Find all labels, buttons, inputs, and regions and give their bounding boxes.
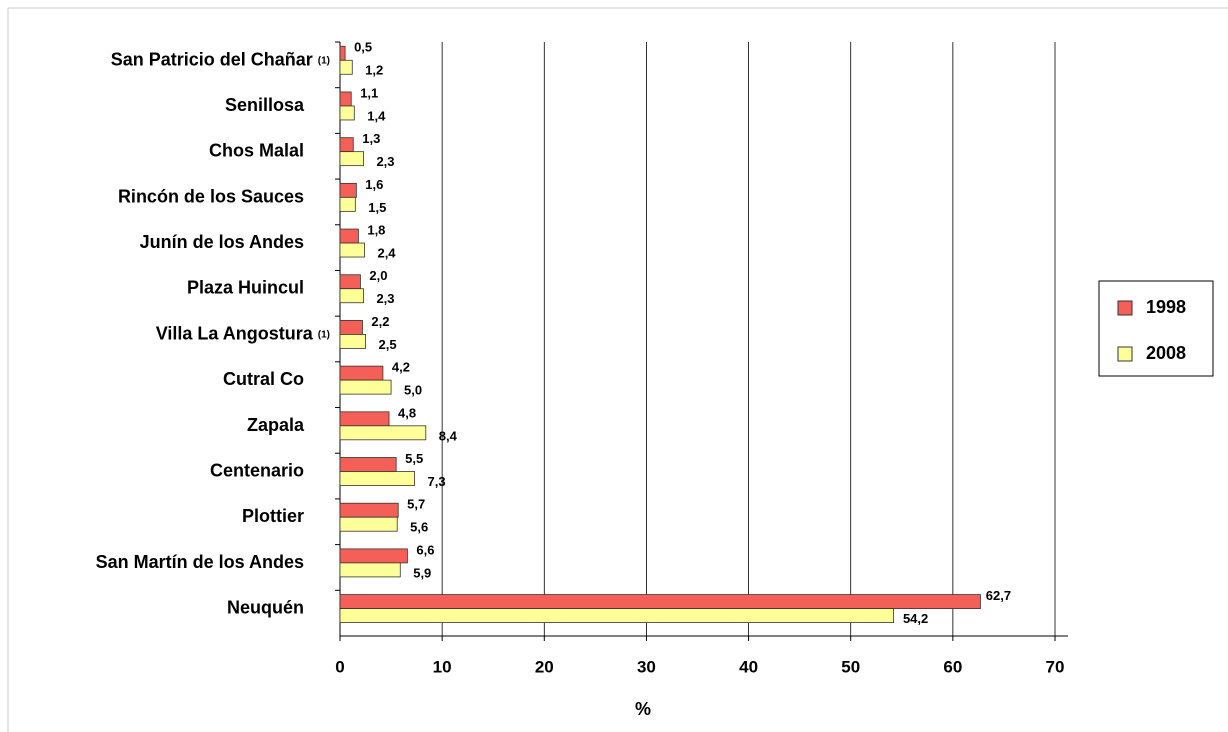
value-label: 1,1 [360,85,378,100]
value-label: 1,6 [365,177,383,192]
value-label: 0,5 [354,40,372,55]
x-tick-label: 0 [335,657,344,676]
x-tick-label: 70 [1046,657,1065,676]
value-label: 2,4 [377,245,396,260]
value-label: 1,2 [365,63,383,78]
value-label: 5,9 [413,565,431,580]
y-tick-label: Plaza Huincul [187,277,304,297]
category-name: Neuquén [227,597,304,617]
category-name: Senillosa [225,95,305,115]
value-label: 4,8 [398,405,416,420]
value-label: 4,2 [392,360,410,375]
y-tick-label: San Patricio del Chañar (1) [111,49,330,69]
y-tick-label: Rincón de los Sauces [118,186,304,206]
y-tick-label: San Martín de los Andes [96,552,304,572]
x-tick-label: 30 [637,657,656,676]
y-tick-label: Centenario [210,460,304,480]
bar [339,320,363,335]
value-label: 5,0 [404,383,422,398]
x-tick-label: 10 [433,657,452,676]
x-axis-label: % [635,699,651,719]
y-tick-label: Plottier [242,506,304,526]
value-label: 54,2 [903,611,928,626]
category-name: Plaza Huincul [187,277,304,297]
y-tick-label: Chos Malal [209,140,304,160]
bar [339,411,390,427]
y-tick-label: Senillosa [225,95,305,115]
bar [339,288,364,304]
value-label: 2,3 [376,154,394,169]
x-tick-label: 20 [535,657,554,676]
category-name: Plottier [242,506,304,526]
bar [339,608,895,623]
x-tick-label: 60 [943,657,962,676]
bar [339,242,365,258]
value-label: 5,5 [405,451,423,466]
category-name: Zapala [247,415,305,435]
value-label: 1,4 [367,108,386,123]
bar [339,105,355,121]
category-note: (1) [318,55,330,66]
category-name: Junín de los Andes [140,232,304,252]
category-name: Rincón de los Sauces [118,186,304,206]
y-tick-label: Junín de los Andes [140,232,304,252]
bar [339,548,408,564]
legend-label: 2008 [1146,343,1186,363]
value-label: 2,2 [371,314,389,329]
x-tick-label: 50 [841,657,860,676]
y-tick-label: Cutral Co [223,369,304,389]
legend-swatch [1117,346,1133,362]
bar [339,425,427,441]
bar [339,91,352,107]
value-label: 6,6 [416,542,434,557]
x-tick-label: 40 [739,657,758,676]
bar [339,516,398,532]
value-label: 5,6 [410,520,428,535]
bar [339,502,399,518]
value-label: 2,3 [376,291,394,306]
category-name: Centenario [210,460,304,480]
legend-swatch [1117,300,1133,316]
bar [339,196,356,212]
value-label: 1,5 [368,200,386,215]
value-label: 7,3 [428,474,446,489]
value-label: 62,7 [986,588,1011,603]
bar [339,228,359,244]
category-name: Villa La Angostura [156,323,314,343]
value-label: 5,7 [407,497,425,512]
bar [339,59,353,75]
bar [339,182,357,198]
category-name: San Patricio del Chañar [111,49,313,69]
bar [339,594,981,609]
bar [339,334,366,349]
y-tick-label: Neuquén [227,597,304,617]
bar [339,471,415,486]
value-label: 1,8 [367,222,385,237]
bar [339,365,384,381]
bar [339,151,364,167]
value-label: 8,4 [439,428,458,443]
bar [339,457,397,472]
category-name: Cutral Co [223,369,304,389]
value-label: 1,3 [362,131,380,146]
bar [339,274,361,290]
bar [339,379,392,395]
category-name: Chos Malal [209,140,304,160]
legend-label: 1998 [1146,297,1186,317]
value-label: 2,5 [378,337,396,352]
category-name: San Martín de los Andes [96,552,304,572]
y-tick-label: Zapala [247,415,305,435]
bar [339,562,401,578]
category-note: (1) [318,329,330,340]
bar [339,45,346,61]
y-tick-label: Villa La Angostura (1) [156,323,330,343]
value-label: 2,0 [369,268,387,283]
bar [339,137,354,153]
